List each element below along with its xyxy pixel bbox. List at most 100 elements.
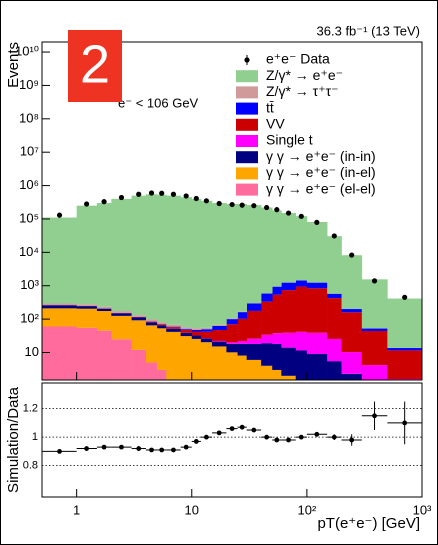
data-point: [349, 252, 355, 258]
ratio-point: [229, 426, 235, 431]
hist-bar: [166, 327, 181, 329]
y-tick-label: 10⁸: [19, 110, 39, 125]
lumi-label: 36.3 fb⁻¹ (13 TeV): [317, 23, 420, 38]
hist-bar: [361, 328, 388, 331]
ratio-point: [298, 434, 304, 440]
hist-bar: [327, 361, 342, 380]
legend-label: tt̄: [266, 99, 274, 115]
hist-bar: [76, 304, 98, 306]
data-point: [193, 195, 199, 202]
hist-bar: [76, 205, 98, 305]
hist-bar: [145, 194, 158, 320]
hist-bar: [341, 255, 363, 310]
hist-bar: [361, 279, 388, 329]
hist-bar: [306, 282, 328, 289]
hist-bar: [306, 288, 328, 333]
hist-bar: [226, 343, 238, 353]
data-point: [285, 210, 292, 216]
ratio-point: [216, 430, 222, 436]
hist-bar: [157, 369, 167, 380]
hist-bar: [327, 298, 342, 339]
legend-swatch: [236, 70, 258, 83]
hist-bar: [131, 317, 147, 321]
hist-bar: [180, 330, 193, 333]
hist-bar: [200, 331, 213, 339]
data-point: [239, 202, 245, 208]
hist-bar: [272, 343, 282, 370]
hist-bar: [191, 335, 202, 339]
y-axis-label: Events: [5, 42, 22, 88]
ratio-point: [349, 437, 355, 443]
data-point: [136, 191, 142, 197]
data-point: [331, 233, 337, 239]
hist-bar: [327, 293, 342, 299]
ratio-point: [183, 444, 189, 450]
hist-bar: [96, 203, 112, 307]
ratio-point: [239, 424, 245, 430]
ratio-y-tick-label: 0.8: [23, 460, 38, 472]
hist-bar: [42, 217, 77, 304]
ratio-point: [251, 427, 257, 433]
data-point: [274, 207, 280, 213]
hist-bar: [42, 303, 77, 306]
hist-bar: [237, 318, 247, 341]
hist-bar: [272, 210, 282, 287]
x-tick-label: 10³: [413, 502, 432, 517]
hist-bar: [42, 305, 77, 309]
x-tick-label: 10²: [297, 502, 316, 517]
plot-area: 0.8 1 1.2 10 10² 10³ 10⁴ 10⁵ 10⁶ 10⁷ 10⁸ 10⁹ 10¹⁰ 1 10…: [15, 41, 432, 517]
hist-bar: [212, 324, 227, 326]
hist-bar: [226, 342, 238, 344]
hist-bar: [272, 294, 282, 334]
hist-bar: [261, 334, 273, 344]
legend-swatch: [236, 151, 258, 164]
x-tick-label: 1: [73, 502, 80, 517]
hist-bar: [96, 308, 112, 311]
main-axes: [41, 41, 423, 381]
hist-bar: [191, 329, 202, 332]
hist-bar: [306, 332, 328, 355]
legend-label: γ γ → e⁺e⁻ (in-in): [266, 148, 376, 164]
badge-box: [68, 30, 122, 102]
hist-bar: [226, 352, 238, 380]
hist-bar: [281, 282, 297, 291]
data-point: [101, 199, 107, 205]
hist-bar: [387, 298, 423, 348]
data-point: [159, 190, 165, 196]
data-point: [229, 201, 235, 208]
hist-bar: [246, 338, 262, 344]
data-point: [251, 203, 257, 209]
hist-bar: [111, 311, 132, 313]
hist-bar: [145, 325, 158, 363]
hist-bar: [76, 308, 98, 328]
legend-label: γ γ → e⁺e⁻ (in-el): [266, 164, 376, 180]
ratio-point: [159, 447, 165, 453]
ratio-point: [274, 437, 280, 443]
hist-bar: [200, 200, 213, 328]
y-tick-label: 10⁵: [19, 210, 39, 225]
hist-bar: [306, 354, 328, 380]
hist-bar: [261, 293, 273, 302]
legend-swatch: [236, 118, 258, 131]
hist-bar: [131, 320, 147, 350]
hist-bar: [341, 352, 363, 374]
hist-bar: [180, 327, 193, 330]
ratio-point: [372, 413, 377, 419]
y-tick-label: 10⁷: [20, 144, 39, 159]
legend-swatch: [236, 102, 258, 115]
data-point: [83, 201, 90, 207]
annotation: e⁻ < 106 GeV: [118, 95, 199, 110]
hist-bar: [200, 329, 213, 332]
legend-marker: [244, 57, 250, 63]
hist-bar: [281, 332, 297, 348]
data-point: [56, 212, 63, 218]
hist-bar: [246, 310, 262, 339]
ratio-point: [286, 437, 291, 443]
ratio-point: [101, 444, 107, 450]
ratio-point: [57, 449, 62, 454]
legend-label: VV: [266, 116, 285, 132]
data-point: [402, 294, 408, 300]
hist-bar: [361, 365, 388, 380]
y-tick-label: 10: [25, 344, 39, 359]
data-point: [314, 219, 320, 225]
